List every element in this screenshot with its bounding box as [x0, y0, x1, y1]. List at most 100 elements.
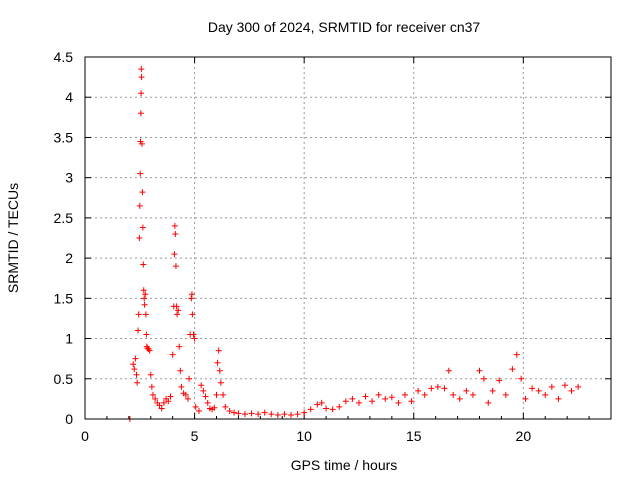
data-point [323, 405, 330, 412]
data-point [513, 351, 520, 358]
data-point [158, 405, 165, 412]
data-point [248, 410, 255, 417]
data-point [139, 224, 146, 231]
data-point [138, 90, 145, 97]
data-point [369, 398, 376, 405]
data-point [469, 391, 476, 398]
data-point [434, 383, 441, 390]
data-point [160, 399, 167, 406]
y-tick-label: 1.5 [54, 290, 74, 306]
data-point [137, 170, 144, 177]
data-point [336, 403, 343, 410]
data-point [131, 366, 138, 373]
y-tick-label: 4.5 [54, 49, 74, 65]
data-point [548, 383, 555, 390]
data-point [268, 411, 275, 418]
data-point [408, 398, 415, 405]
data-point [135, 311, 142, 318]
y-tick-label: 3 [65, 170, 73, 186]
data-point [421, 391, 428, 398]
data-point [204, 399, 211, 406]
data-point [169, 351, 176, 358]
data-points [126, 66, 582, 422]
data-point [143, 331, 150, 338]
data-point [130, 361, 137, 368]
data-point [314, 401, 321, 408]
data-point [182, 391, 189, 398]
data-point [188, 295, 195, 302]
data-point [188, 291, 195, 298]
data-point [152, 395, 159, 402]
data-point [215, 347, 222, 354]
x-tick-label: 5 [191, 428, 199, 444]
x-tick-label: 0 [81, 428, 89, 444]
y-tick-label: 1 [65, 331, 73, 347]
data-point [301, 409, 308, 416]
data-point [307, 406, 314, 413]
data-point [428, 385, 435, 392]
data-point [213, 391, 220, 398]
data-point [342, 398, 349, 405]
data-point [141, 295, 148, 302]
data-point [415, 387, 422, 394]
data-point [382, 395, 389, 402]
data-point [445, 367, 452, 374]
data-point [509, 366, 516, 373]
data-point [329, 406, 336, 413]
data-point [288, 411, 295, 418]
data-point [568, 387, 575, 394]
data-point [176, 343, 183, 350]
data-point [167, 393, 174, 400]
data-point [355, 399, 362, 406]
data-point [561, 382, 568, 389]
data-point [220, 391, 227, 398]
data-point [171, 222, 178, 229]
data-point [575, 383, 582, 390]
data-point [136, 235, 143, 241]
y-tick-label: 4 [65, 89, 73, 105]
data-point [441, 385, 448, 392]
y-tick-label: 2 [65, 250, 73, 266]
data-point [138, 140, 145, 147]
data-point [529, 385, 536, 392]
data-point [214, 359, 221, 366]
x-tick-label: 20 [516, 428, 532, 444]
data-point [274, 411, 281, 418]
y-tick-label: 2.5 [54, 210, 74, 226]
data-point [141, 301, 148, 308]
data-point [174, 311, 181, 318]
data-point [190, 331, 197, 338]
data-point [172, 230, 179, 237]
data-point [149, 391, 156, 398]
data-point [542, 391, 549, 398]
data-point [255, 411, 262, 418]
data-point [142, 291, 149, 298]
data-point [165, 398, 172, 405]
data-point [231, 409, 238, 416]
data-point [132, 355, 139, 362]
data-point [211, 404, 218, 411]
data-point [138, 66, 145, 73]
data-point [476, 367, 483, 374]
data-point [138, 74, 145, 81]
data-point [195, 407, 202, 414]
data-point [137, 110, 144, 117]
data-point [401, 391, 408, 398]
data-point [241, 411, 248, 418]
data-point [349, 395, 356, 402]
data-point [134, 379, 141, 386]
data-point [480, 375, 487, 382]
data-point [261, 409, 268, 416]
data-point [186, 375, 193, 382]
data-point [173, 303, 180, 310]
data-point [185, 395, 192, 402]
y-tick-label: 0.5 [54, 371, 74, 387]
data-point [395, 399, 402, 406]
data-point [318, 399, 325, 406]
data-point [192, 403, 199, 410]
data-point [518, 375, 525, 382]
x-tick-label: 15 [406, 428, 422, 444]
data-point [142, 311, 149, 318]
y-axis-label: SRMTID / TECUs [5, 183, 21, 293]
